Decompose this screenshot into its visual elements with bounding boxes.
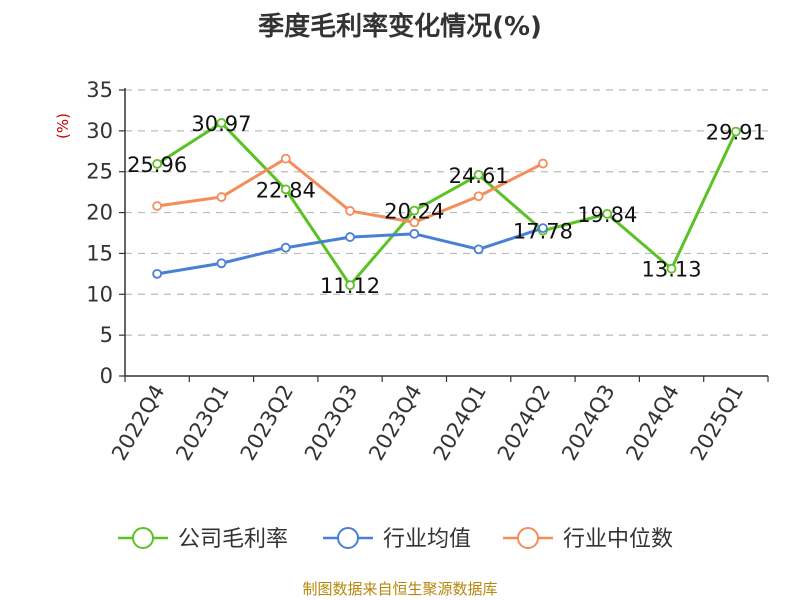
x-tick-label: 2023Q2 <box>236 381 298 465</box>
data-label: 24.61 <box>449 164 509 188</box>
x-tick-label: 2024Q3 <box>557 381 619 465</box>
y-tick-label: 15 <box>86 241 113 265</box>
data-point <box>409 205 420 216</box>
data-label: 11.12 <box>320 274 380 298</box>
data-point <box>409 228 420 239</box>
legend-label: 行业均值 <box>383 527 471 552</box>
y-tick-label: 35 <box>86 78 113 102</box>
chart-title: 季度毛利率变化情况(%) <box>258 12 542 42</box>
y-tick-label: 10 <box>86 282 113 306</box>
data-point <box>152 201 163 211</box>
data-label: 22.84 <box>256 178 316 202</box>
series-line-0 <box>156 121 738 287</box>
legend-label: 行业中位数 <box>563 527 673 552</box>
data-point <box>345 280 355 291</box>
data-point <box>538 158 548 169</box>
x-tick-label: 2022Q4 <box>107 381 169 465</box>
data-point <box>345 206 355 216</box>
legend-label: 公司毛利率 <box>178 527 288 552</box>
y-tick-label: 25 <box>86 160 113 184</box>
data-point <box>538 223 548 233</box>
data-point <box>730 126 741 137</box>
data-point <box>216 118 227 128</box>
data-point <box>473 170 484 180</box>
data-label: 20.24 <box>384 200 444 224</box>
y-tick-label: 20 <box>86 201 113 225</box>
data-label: 30.97 <box>191 112 251 136</box>
x-tick-label: 2023Q1 <box>171 381 233 465</box>
data-source-note: 制图数据来自恒生聚源数据库 <box>302 580 498 598</box>
data-label: 13.13 <box>641 258 701 282</box>
x-tick-label: 2024Q4 <box>621 381 683 465</box>
data-point <box>216 192 227 202</box>
x-tick-label: 2025Q1 <box>686 381 748 465</box>
data-point <box>409 217 420 228</box>
data-point <box>280 242 291 253</box>
data-label: 25.96 <box>127 153 187 177</box>
y-tick-label: 0 <box>100 364 113 388</box>
x-tick-label: 2024Q2 <box>493 381 555 465</box>
data-point <box>216 258 227 269</box>
legend-marker <box>337 527 359 549</box>
data-label: 19.84 <box>577 203 637 227</box>
y-axis-label: (%) <box>54 113 72 139</box>
y-tick-label: 5 <box>100 323 113 347</box>
data-point <box>345 232 355 242</box>
legend-marker <box>132 527 154 549</box>
x-tick-label: 2023Q4 <box>364 381 426 465</box>
data-label: 17.78 <box>513 220 573 244</box>
data-point <box>152 268 163 279</box>
data-point <box>602 208 613 219</box>
data-point <box>280 184 291 195</box>
data-point <box>280 153 291 164</box>
x-tick-label: 2023Q3 <box>300 381 362 465</box>
data-point <box>152 158 163 169</box>
data-point <box>473 191 484 202</box>
x-tick-label: 2024Q1 <box>429 381 491 465</box>
legend-marker <box>517 527 539 549</box>
data-point <box>666 263 677 274</box>
data-label: 29.91 <box>706 121 766 145</box>
y-tick-label: 30 <box>86 119 113 143</box>
data-point <box>473 244 484 255</box>
